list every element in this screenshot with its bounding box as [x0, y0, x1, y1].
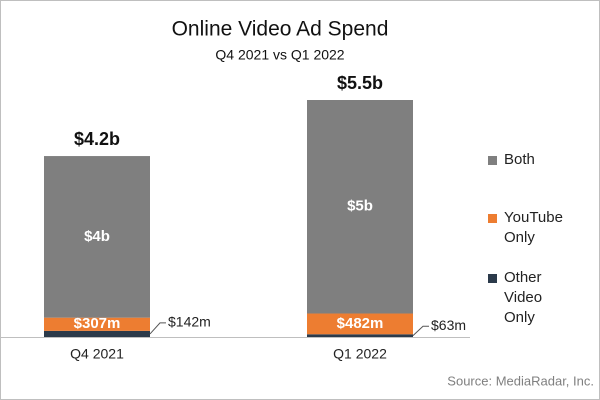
legend-swatch: [488, 156, 497, 165]
x-tick-label: Q1 2022: [333, 346, 387, 362]
legend-label: YouTube Only: [504, 209, 563, 246]
data-label: $307m: [74, 315, 121, 332]
leader-line: [149, 322, 166, 335]
legend-swatch: [488, 274, 497, 283]
chart-subtitle: Q4 2021 vs Q1 2022: [215, 47, 344, 63]
bar-segment: [307, 334, 413, 337]
legend-label: Both: [504, 151, 535, 168]
chart-title: Online Video Ad Spend: [172, 18, 389, 41]
source: Source: MediaRadar, Inc.: [447, 373, 594, 388]
bar-segment: [307, 100, 413, 314]
leader-line: [412, 325, 429, 337]
x-tick-label: Q4 2021: [70, 346, 124, 362]
legend-item: Both: [488, 150, 588, 170]
data-label: $142m: [168, 314, 211, 330]
legend-item: YouTube Only: [488, 208, 588, 248]
bar-segment: [307, 313, 413, 335]
legend-label: Other Video Only: [504, 269, 543, 326]
bar-segment: [44, 317, 150, 331]
bar-segment: [44, 156, 150, 318]
total-label: $4.2b: [74, 129, 120, 149]
total-label: $5.5b: [337, 73, 383, 93]
data-label: $5b: [347, 198, 373, 215]
legend-item: Other Video Only: [488, 268, 588, 328]
data-label: $63m: [431, 317, 466, 333]
legend-swatch: [488, 214, 497, 223]
bar-segment: [44, 330, 150, 337]
data-label: $4b: [84, 228, 110, 245]
data-label: $482m: [337, 315, 384, 332]
